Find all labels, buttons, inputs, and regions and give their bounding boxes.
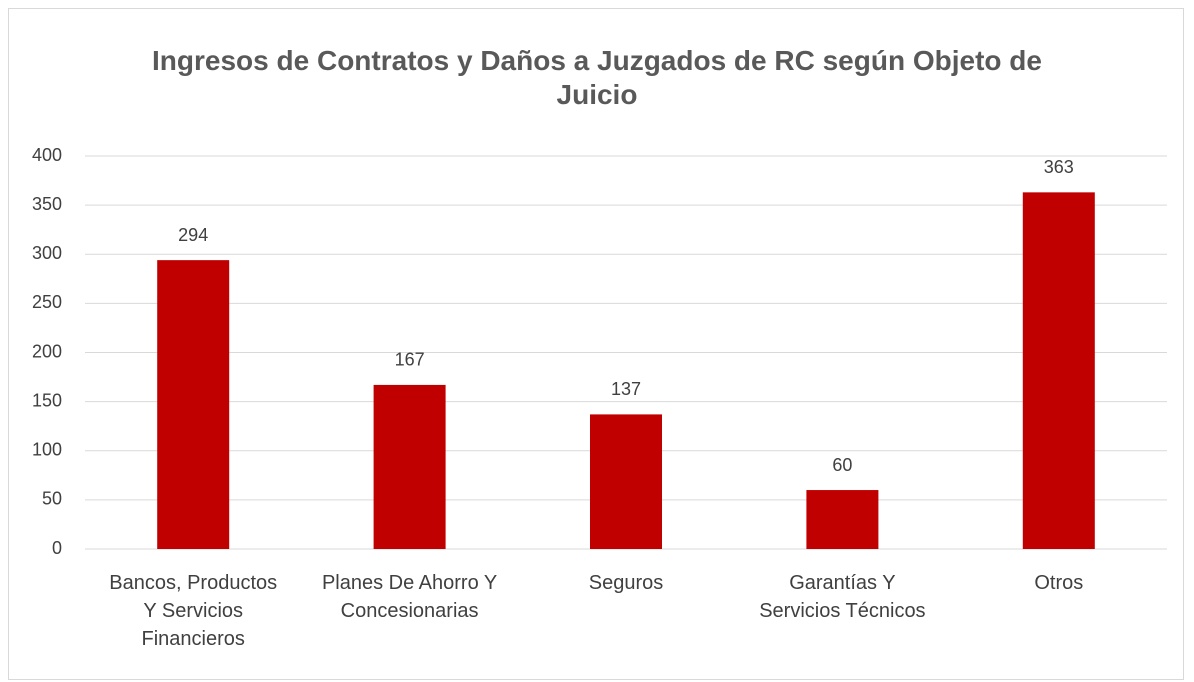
data-label: 363 [1044,157,1074,177]
x-tick-label: Seguros [588,572,664,594]
y-tick-label: 350 [32,194,62,214]
y-tick-label: 300 [32,243,62,263]
y-tick-label: 0 [52,538,62,558]
y-tick-label: 400 [32,145,62,165]
y-tick-label: 50 [42,489,62,509]
x-tick-label: Bancos, Productos Y Servicios Financiero… [109,572,278,650]
y-tick-label: 250 [32,292,62,312]
data-label: 167 [395,350,425,370]
bar [1022,192,1095,550]
chart-border [8,8,1184,680]
bar [157,260,230,549]
x-tick-label: Garantías Y Servicios Técnicos [759,572,926,622]
chart-title: Ingresos de Contratos y Daños a Juzgados… [152,45,1042,110]
y-tick-label: 200 [32,341,62,361]
data-label: 137 [611,379,641,399]
y-tick-label: 150 [32,390,62,410]
x-tick-label: Planes De Ahorro Y Concesionarias [321,572,498,622]
bar [373,384,446,549]
data-label: 60 [832,455,852,475]
bar [806,490,879,549]
data-label: 294 [178,225,208,245]
x-tick-label: Otros [1034,572,1084,594]
bar [590,414,662,549]
y-tick-label: 100 [32,440,62,460]
